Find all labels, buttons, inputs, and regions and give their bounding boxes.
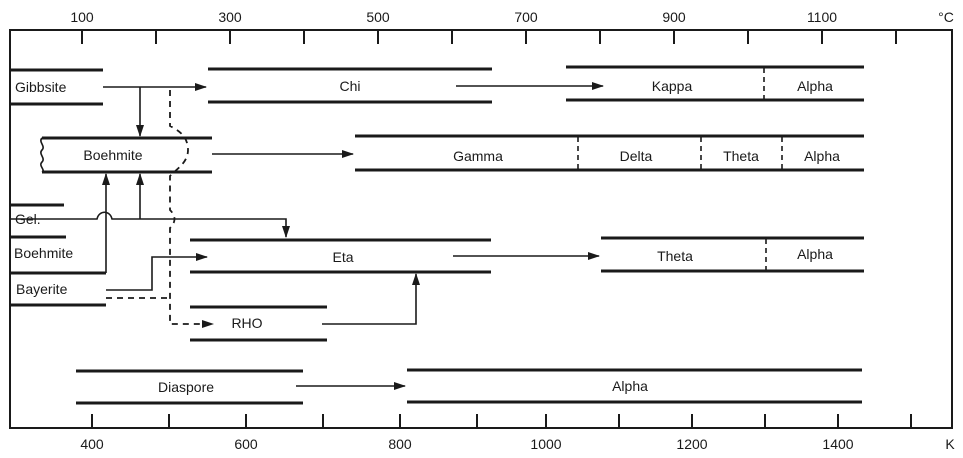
bottom-axis-labels: 400 600 800 1000 1200 1400 K <box>80 436 955 452</box>
bottom-tick-label-1200: 1200 <box>676 436 707 452</box>
phase-label-kappa: Kappa <box>652 78 693 94</box>
arrow-gel-to-eta <box>10 212 286 237</box>
phase-label-diaspore: Diaspore <box>158 379 214 395</box>
top-tick-label-900: 900 <box>662 9 686 25</box>
row-rho: RHO <box>190 274 416 340</box>
phase-label-rho: RHO <box>231 315 262 331</box>
phase-label-alpha-4: Alpha <box>612 378 648 394</box>
phase-label-alpha-1: Alpha <box>797 78 833 94</box>
top-axis-labels: 100 300 500 700 900 1100 °C <box>70 9 954 25</box>
top-axis-ticks <box>82 30 896 44</box>
phase-label-chi: Chi <box>339 78 360 94</box>
bottom-tick-label-800: 800 <box>388 436 412 452</box>
bottom-tick-label-1400: 1400 <box>822 436 853 452</box>
row-diaspore: Diaspore Alpha <box>76 370 862 403</box>
row-gel: Gel. <box>10 205 286 237</box>
phase-label-gamma: Gamma <box>453 148 503 164</box>
arrow-rho-to-eta <box>322 274 416 324</box>
bottom-tick-label-1000: 1000 <box>530 436 561 452</box>
phase-label-theta-2: Theta <box>657 248 693 264</box>
bottom-axis-unit: K <box>945 436 955 452</box>
row-boehmite-eta: Boehmite Eta Theta Alpha <box>10 174 864 273</box>
bottom-axis-ticks <box>92 414 911 428</box>
break-mark <box>41 138 43 172</box>
top-tick-label-300: 300 <box>218 9 242 25</box>
phase-label-alpha-3: Alpha <box>797 246 833 262</box>
top-tick-label-500: 500 <box>366 9 390 25</box>
top-axis-unit: °C <box>938 9 954 25</box>
phase-label-theta-1: Theta <box>723 148 759 164</box>
top-tick-label-700: 700 <box>514 9 538 25</box>
top-tick-label-100: 100 <box>70 9 94 25</box>
phase-label-gibbsite: Gibbsite <box>15 79 67 95</box>
bottom-tick-label-400: 400 <box>80 436 104 452</box>
top-tick-label-1100: 1100 <box>807 9 837 25</box>
row-boehmite: Boehmite Gamma Delta Theta Alpha <box>41 136 864 172</box>
dashed-path-gibbsite-to-rho <box>170 90 213 324</box>
phase-label-boehmite-1: Boehmite <box>83 147 142 163</box>
bottom-tick-label-600: 600 <box>234 436 258 452</box>
dashed-path <box>106 90 213 324</box>
phase-label-delta: Delta <box>620 148 653 164</box>
row-gibbsite: Gibbsite Chi Kappa Alpha <box>10 67 864 136</box>
phase-label-bayerite: Bayerite <box>16 281 68 297</box>
phase-label-boehmite-2: Boehmite <box>14 245 73 261</box>
phase-label-eta: Eta <box>332 249 353 265</box>
phase-label-alpha-2: Alpha <box>804 148 840 164</box>
